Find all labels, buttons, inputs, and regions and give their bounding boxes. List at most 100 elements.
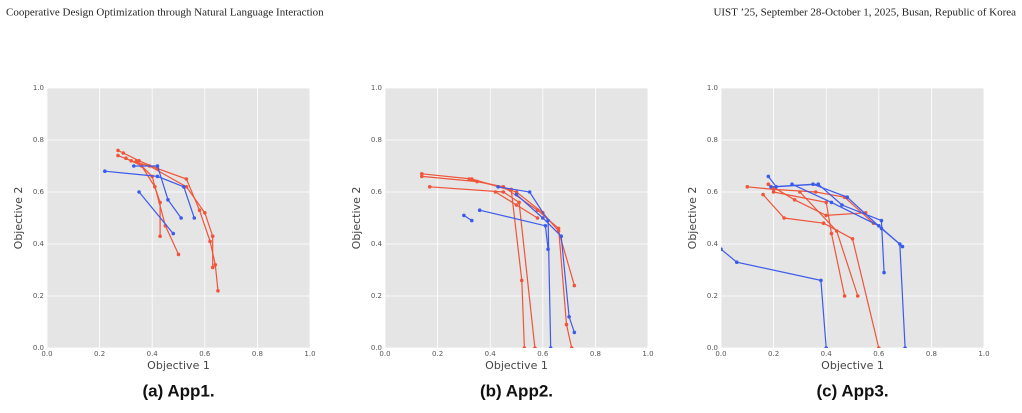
- point: [493, 190, 498, 194]
- y-tick-label: 0.6: [33, 188, 45, 196]
- point: [745, 185, 750, 189]
- x-tick-label: 0.8: [252, 350, 263, 358]
- y-tick-label: 0.2: [33, 292, 44, 300]
- point: [734, 260, 739, 265]
- series-line: [138, 191, 174, 234]
- point: [514, 190, 519, 194]
- x-tick-label: 0.6: [199, 350, 211, 358]
- x-tick-label: 1.0: [642, 350, 653, 358]
- point: [879, 226, 884, 231]
- point: [834, 229, 839, 233]
- point: [546, 247, 550, 251]
- point: [116, 153, 120, 158]
- point: [210, 265, 215, 270]
- plot-area: [47, 88, 310, 348]
- x-tick-label: 0.6: [537, 350, 549, 358]
- point: [840, 203, 844, 207]
- y-tick-label: 0.4: [371, 240, 383, 248]
- y-tick-label: 0.8: [707, 136, 718, 144]
- point: [798, 190, 802, 194]
- y-tick-label: 0.2: [371, 292, 382, 300]
- point: [420, 172, 424, 176]
- point: [192, 216, 197, 220]
- point: [124, 156, 128, 160]
- point: [569, 346, 574, 348]
- y-tick-label: 0.6: [371, 188, 383, 196]
- y-tick-label: 0.8: [371, 136, 382, 144]
- point: [467, 177, 471, 181]
- point: [158, 234, 162, 238]
- x-tick-label: 0.2: [768, 350, 779, 358]
- point: [166, 198, 170, 202]
- y-tick-label: 0.4: [707, 240, 719, 248]
- caption: (a) App1.: [142, 381, 214, 400]
- point: [469, 218, 474, 223]
- point: [203, 211, 207, 215]
- point: [501, 190, 506, 194]
- y-tick-label: 0.2: [707, 292, 718, 300]
- caption: (c) App3.: [816, 381, 888, 400]
- point: [855, 294, 860, 298]
- x-tick-label: 0.0: [715, 350, 726, 358]
- point: [850, 237, 855, 241]
- y-tick-label: 0.0: [33, 344, 44, 352]
- y-tick-label: 0.0: [371, 344, 382, 352]
- point: [477, 208, 482, 212]
- point: [761, 192, 765, 197]
- point: [522, 346, 527, 348]
- y-axis-title: Objective 2: [350, 187, 363, 250]
- series-line: [773, 191, 846, 297]
- point: [103, 169, 107, 173]
- series-line: [498, 186, 552, 348]
- x-tick-label: 0.0: [379, 350, 390, 358]
- series-line: [767, 183, 866, 217]
- point: [792, 198, 797, 202]
- point: [514, 203, 519, 207]
- plot-area: [385, 88, 648, 348]
- point: [829, 231, 834, 236]
- chart: 0.0 0.2 0.4 0.6 0.8 1.0 0.0 0.2 0.4 0.6 0.8 1.0 Obje…: [350, 84, 654, 400]
- y-tick-label: 1.0: [371, 84, 382, 92]
- point: [514, 192, 519, 197]
- point: [496, 185, 500, 189]
- point: [171, 231, 176, 236]
- point: [527, 190, 532, 194]
- point: [137, 190, 141, 194]
- point: [216, 289, 220, 293]
- point: [420, 174, 424, 179]
- point: [462, 213, 466, 218]
- point: [535, 216, 540, 220]
- point: [819, 278, 823, 283]
- series-line: [721, 248, 827, 348]
- point: [517, 200, 521, 205]
- y-tick-label: 0.8: [33, 136, 44, 144]
- point: [197, 208, 202, 212]
- running-header-right: UIST ’25, September 28-October 1, 2025, …: [713, 7, 1016, 19]
- plot-marks: [103, 148, 220, 293]
- x-tick-label: 0.4: [485, 350, 497, 358]
- point: [877, 346, 881, 348]
- series-line: [135, 160, 180, 255]
- point: [564, 322, 569, 327]
- point: [903, 346, 907, 348]
- point: [519, 278, 524, 283]
- point: [879, 218, 884, 223]
- x-tick-label: 1.0: [304, 350, 315, 358]
- x-tick-label: 0.0: [41, 350, 52, 358]
- point: [782, 216, 786, 220]
- point: [210, 234, 215, 238]
- point: [176, 252, 181, 257]
- point: [771, 190, 776, 194]
- point: [208, 239, 212, 244]
- point: [548, 346, 553, 348]
- point: [811, 182, 815, 186]
- point: [824, 213, 828, 218]
- y-tick-label: 0.6: [707, 188, 719, 196]
- point: [900, 244, 905, 249]
- series-line: [469, 178, 525, 348]
- point: [213, 263, 218, 267]
- point: [559, 234, 564, 238]
- point: [116, 148, 120, 153]
- point: [184, 177, 189, 181]
- series-line: [104, 170, 195, 219]
